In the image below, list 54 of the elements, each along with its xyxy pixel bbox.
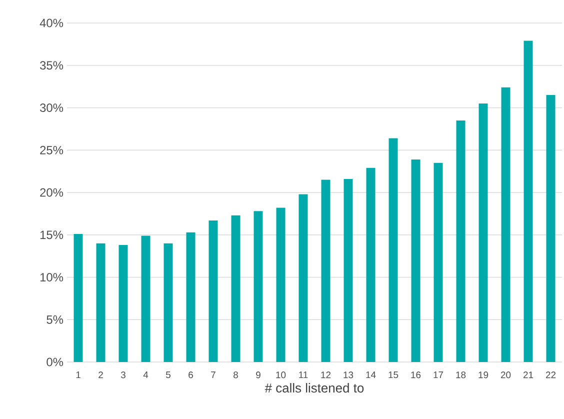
x-tick-label: 13 <box>344 372 354 378</box>
bar <box>298 194 308 362</box>
bar <box>164 243 173 362</box>
x-tick-label: 1 <box>76 372 80 378</box>
x-tick-label: 10 <box>276 372 286 378</box>
bar <box>96 243 106 362</box>
x-tick-label: 4 <box>143 372 148 378</box>
bar <box>186 232 196 362</box>
x-tick-label: 12 <box>321 372 331 378</box>
y-tick-label: 40% <box>40 18 64 28</box>
bar <box>118 245 128 362</box>
bar <box>141 236 150 362</box>
x-tick-label: 6 <box>188 372 193 378</box>
bar <box>74 234 83 362</box>
x-axis-title: # calls listened to <box>264 383 364 393</box>
x-tick-label: 17 <box>434 372 444 378</box>
y-tick-label: 35% <box>40 61 64 70</box>
x-tick-label: 14 <box>366 372 376 378</box>
y-tick-label: 0% <box>46 358 64 366</box>
x-tick-label: 3 <box>120 372 126 378</box>
y-tick-label: 5% <box>46 315 64 324</box>
x-tick-label: 22 <box>546 372 556 378</box>
x-tick-label: 7 <box>211 372 216 378</box>
bar <box>208 220 218 362</box>
y-tick-label: 10% <box>40 273 64 282</box>
bar <box>478 104 488 362</box>
y-tick-label: 15% <box>40 230 64 240</box>
bar <box>276 208 286 362</box>
x-tick-label: 9 <box>256 372 260 378</box>
x-tick-label: 20 <box>500 372 511 378</box>
x-tick-label: 5 <box>166 372 170 378</box>
bar <box>231 215 240 362</box>
bar <box>321 180 330 362</box>
y-tick-label: 25% <box>40 146 64 154</box>
x-tick-label: 21 <box>523 372 534 378</box>
x-tick-label: 2 <box>98 372 103 378</box>
bar <box>501 87 510 362</box>
bar <box>388 138 398 362</box>
bar <box>546 95 556 362</box>
bar <box>366 168 376 362</box>
x-tick-label: 18 <box>456 372 466 378</box>
bar <box>254 211 263 362</box>
y-tick-label: 20% <box>40 188 64 197</box>
bar <box>434 162 443 362</box>
x-tick-label: 8 <box>234 372 238 378</box>
x-tick-label: 15 <box>388 372 398 378</box>
x-tick-label: 16 <box>411 372 421 378</box>
bar <box>456 120 466 362</box>
bar <box>524 40 533 362</box>
bar <box>344 178 353 362</box>
x-tick-label: 11 <box>299 372 308 378</box>
x-tick-label: 19 <box>478 372 488 378</box>
bar <box>411 159 420 362</box>
y-tick-label: 30% <box>40 104 64 112</box>
